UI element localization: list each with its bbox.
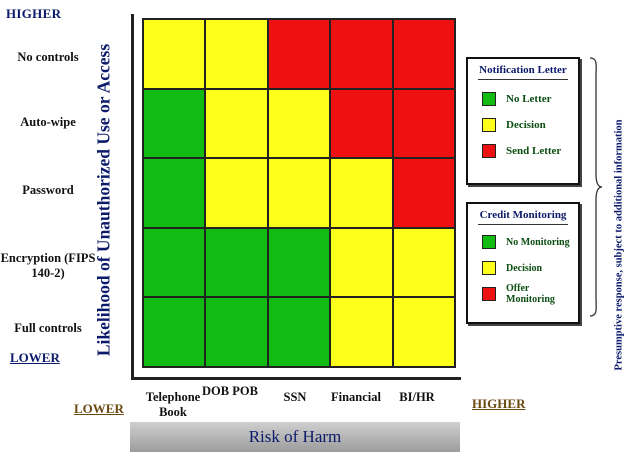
y-axis-title-container: Likelihood of Unauthorized Use or Access <box>86 20 122 380</box>
legend-item-send-letter: Send Letter <box>468 138 578 164</box>
col-label-financial: Financial <box>330 390 381 404</box>
matrix-cell-yellow <box>205 19 268 89</box>
legend-item-decision: Decision <box>468 112 578 138</box>
y-axis-line <box>131 14 134 380</box>
legend-item-no-letter: No Letter <box>468 86 578 112</box>
legend-item-decision: Decision <box>468 255 578 281</box>
matrix-cell-green <box>205 297 268 367</box>
matrix-cell-green <box>143 297 206 367</box>
legend-label: Decision <box>506 262 543 274</box>
matrix-cell-yellow <box>143 19 206 89</box>
matrix-cell-yellow <box>267 88 331 159</box>
matrix-cell-yellow <box>392 227 455 298</box>
matrix-cell-yellow <box>330 227 393 298</box>
legend-item-offer-monitoring: Offer Monitoring <box>468 281 578 307</box>
curly-brace-icon <box>589 57 603 317</box>
row-label-no-controls: No controls <box>17 50 79 64</box>
row-label-auto-wipe: Auto-wipe <box>20 115 76 129</box>
col-label-bi-hr: BI/HR <box>399 390 435 404</box>
matrix-cell-green <box>267 227 331 298</box>
legend-label: No Letter <box>506 93 552 105</box>
legend-label: No Monitoring <box>506 236 570 248</box>
risk-matrix-grid <box>142 18 456 368</box>
legend-credit-monitoring: Credit Monitoring No Monitoring Decision… <box>466 202 580 324</box>
x-axis-higher-label: HIGHER <box>472 396 526 411</box>
matrix-cell-green <box>267 297 331 367</box>
legend-label: Decision <box>506 119 546 131</box>
matrix-cell-yellow <box>205 158 268 228</box>
matrix-cell-green <box>143 227 206 298</box>
green-swatch <box>482 235 496 249</box>
matrix-cell-yellow <box>267 158 331 228</box>
yellow-swatch <box>482 261 496 275</box>
matrix-cell-yellow <box>330 297 393 367</box>
y-axis-lower-label: LOWER <box>10 350 60 365</box>
matrix-cell-yellow <box>330 158 393 228</box>
legend-notification-title: Notification Letter <box>478 59 568 80</box>
matrix-cell-red <box>392 19 455 89</box>
matrix-cell-red <box>392 158 455 228</box>
red-swatch <box>482 144 496 158</box>
matrix-cell-green <box>143 88 206 159</box>
x-axis-line <box>131 377 461 380</box>
legend-item-no-monitoring: No Monitoring <box>468 229 578 255</box>
y-axis-title: Likelihood of Unauthorized Use or Access <box>93 43 114 357</box>
green-swatch <box>482 92 496 106</box>
matrix-cell-green <box>205 227 268 298</box>
legend-credit-items: No Monitoring Decision Offer Monitoring <box>468 225 578 307</box>
col-label-ssn: SSN <box>283 390 307 404</box>
matrix-cell-red <box>392 88 455 159</box>
red-swatch <box>482 287 496 301</box>
legend-label: Offer Monitoring <box>506 283 555 305</box>
legend-notification-items: No Letter Decision Send Letter <box>468 80 578 164</box>
legend-credit-title: Credit Monitoring <box>478 204 568 225</box>
row-label-encryption: Encryption (FIPS 140-2) <box>0 251 96 280</box>
col-label-dob-pob: DOB POB <box>202 384 258 398</box>
col-label-telephone-book: Telephone Book <box>145 390 201 419</box>
matrix-cell-yellow <box>392 297 455 367</box>
row-label-full-controls: Full controls <box>14 321 82 335</box>
matrix-cell-red <box>267 19 331 89</box>
y-axis-higher-label: HIGHER <box>6 6 62 21</box>
legend-label: Send Letter <box>506 145 562 157</box>
legend-notification-letter: Notification Letter No Letter Decision S… <box>466 57 580 185</box>
presumptive-note-container: Presumptive response, subject to additio… <box>602 40 636 450</box>
row-label-password: Password <box>22 183 74 197</box>
x-axis-lower-label: LOWER <box>74 401 124 416</box>
matrix-cell-red <box>330 88 393 159</box>
x-axis-title: Risk of Harm <box>130 422 460 452</box>
matrix-cell-green <box>143 158 206 228</box>
presumptive-note: Presumptive response, subject to additio… <box>613 119 625 371</box>
matrix-cell-red <box>330 19 393 89</box>
yellow-swatch <box>482 118 496 132</box>
matrix-cell-yellow <box>205 88 268 159</box>
